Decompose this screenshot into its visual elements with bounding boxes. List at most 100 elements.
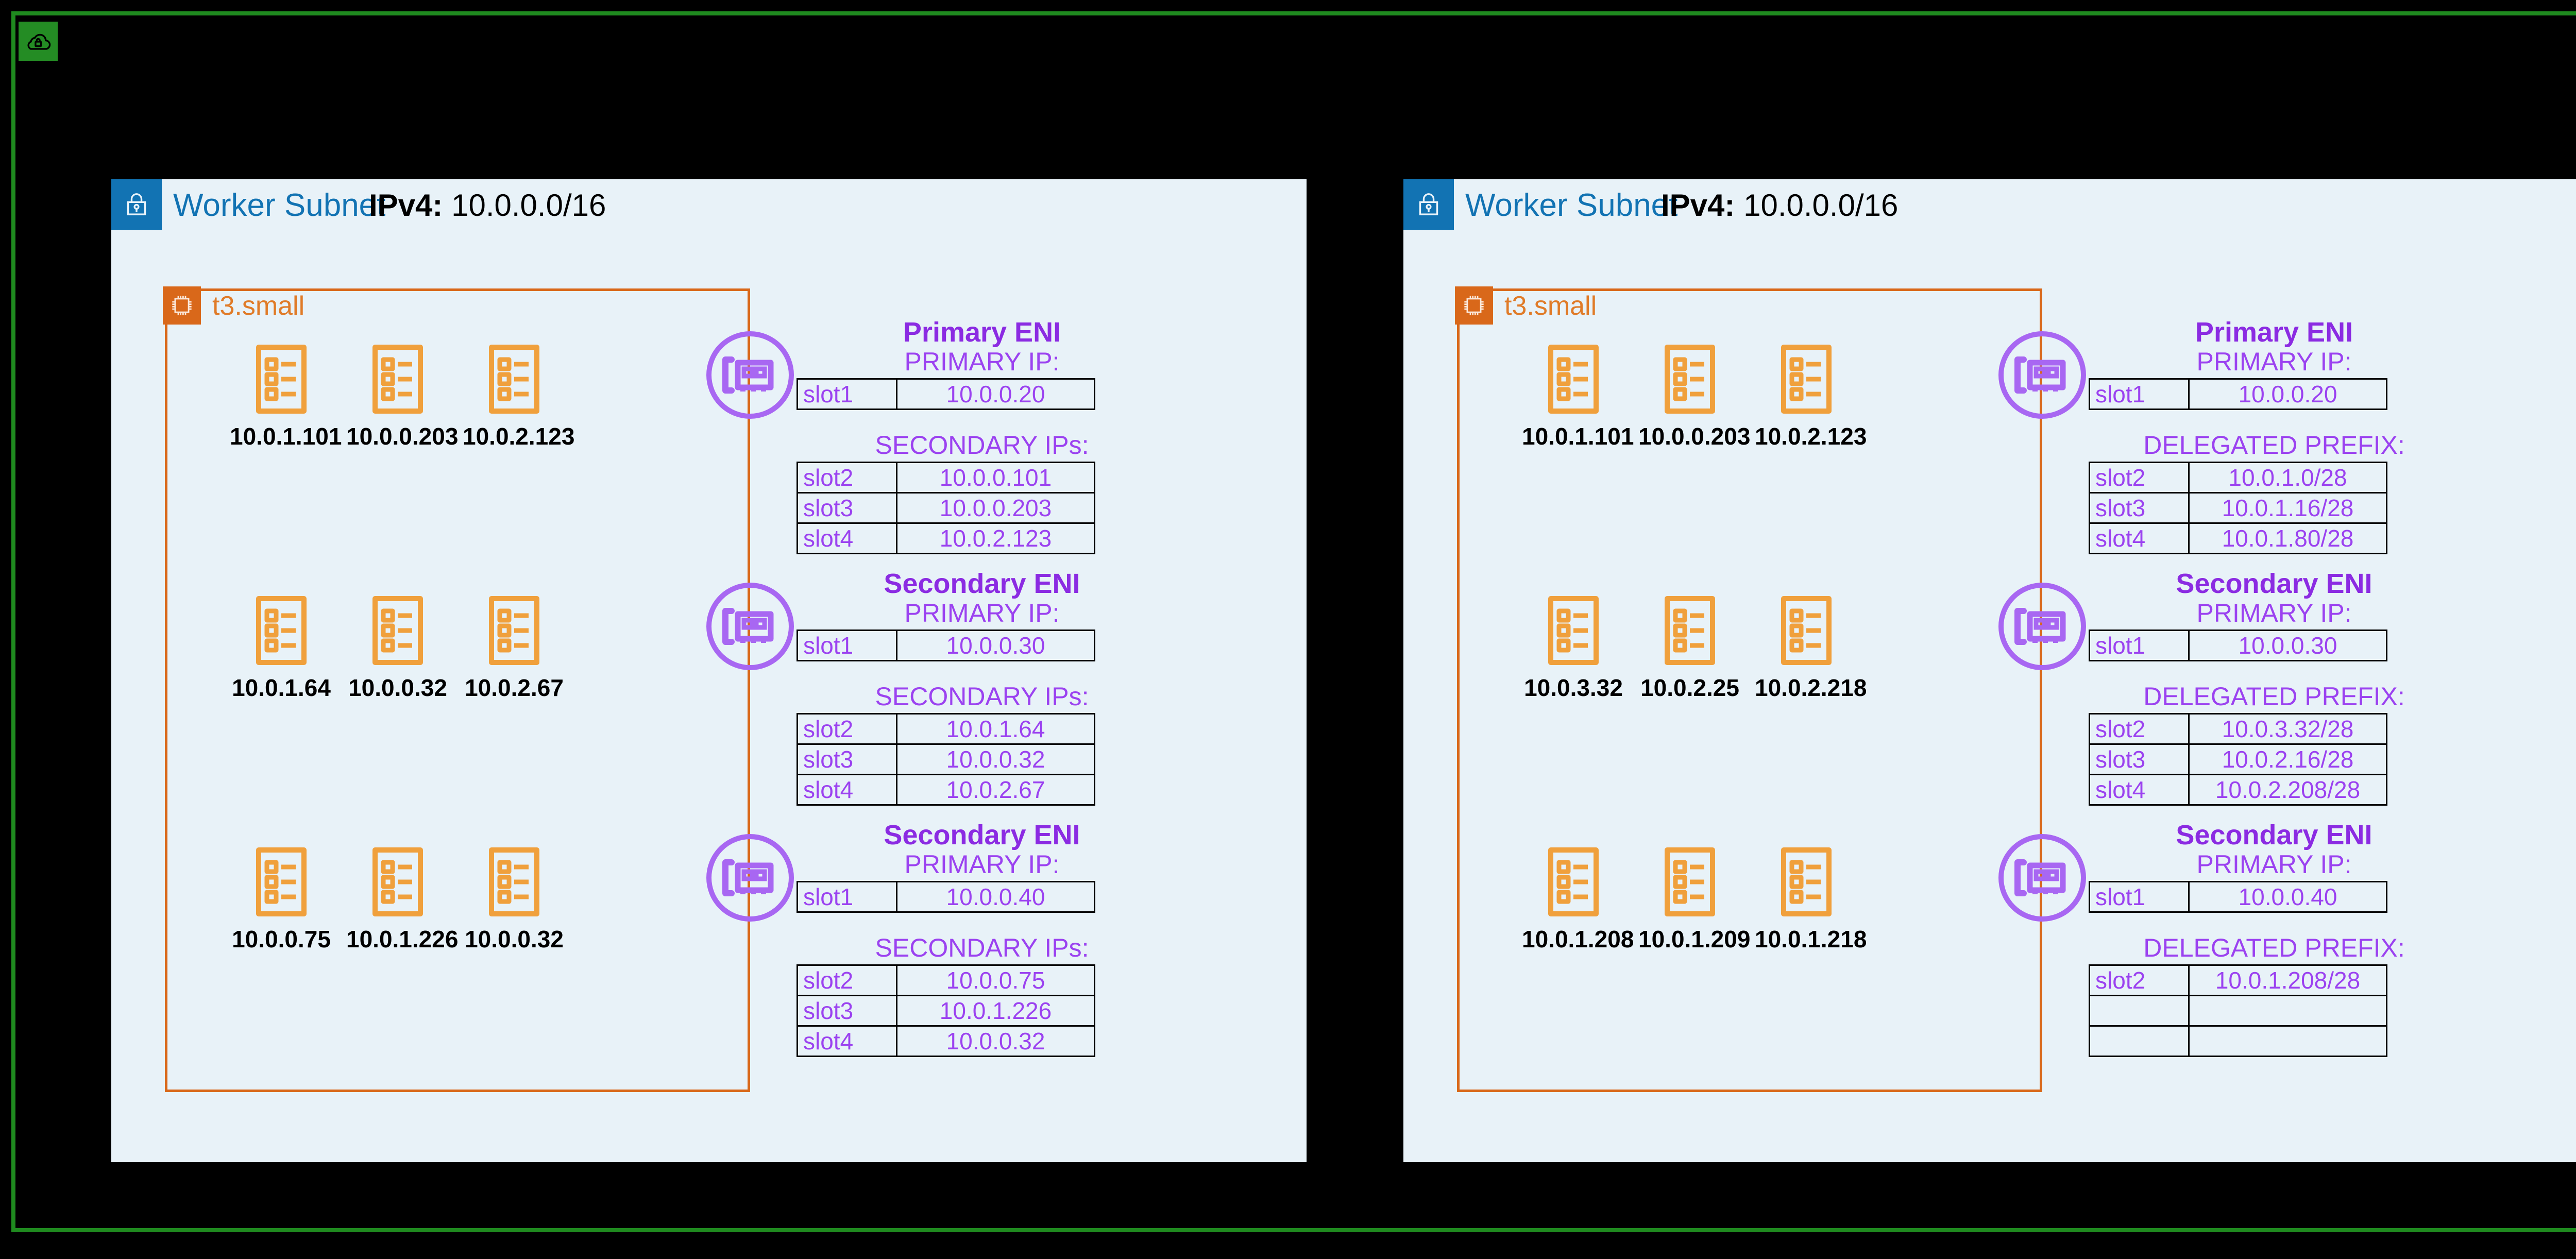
vpc-boundary [11,11,2576,1232]
slot-name-cell [2089,1025,2190,1057]
table-spacer [2089,661,2460,682]
slot-value-cell: 10.0.0.32 [896,1025,1095,1057]
slot-name-cell [2089,995,2190,1027]
slot-value-cell [2188,1025,2387,1057]
pod-list-icon [255,846,308,918]
table-row: slot2 10.0.0.101 [796,462,1095,494]
table-row: slot2 10.0.3.32/28 [2089,713,2387,745]
pod-ip-label: 10.0.0.75 [232,926,331,952]
slot-value-cell: 10.0.3.32/28 [2188,713,2387,745]
pod-list-icon [1663,594,1717,667]
pod: 10.0.0.32 [346,594,449,702]
pod: 10.0.2.67 [463,594,566,702]
eni-title: Secondary ENI [2176,568,2372,599]
slot-name-cell: slot3 [2089,492,2190,524]
pod: 10.0.2.123 [463,343,574,450]
slot-name-cell: slot4 [796,522,897,554]
table-row [2089,1025,2387,1057]
table-spacer [2089,913,2460,933]
secondary-ip-heading: DELEGATED PREFIX: [2143,933,2405,962]
table-spacer [796,913,1167,933]
eni-title: Primary ENI [903,317,1061,348]
pod-list-icon [371,846,425,918]
pod-ip-label: 10.0.1.64 [232,674,331,701]
eni-info-block: Secondary ENI PRIMARY IP: slot1 10.0.0.30 DE… [2089,569,2460,806]
slot-name-cell: slot1 [796,881,897,913]
subnet-cidr: IPv4: 10.0.0.0/16 [1661,189,1898,223]
secondary-ip-heading: DELEGATED PREFIX: [2143,431,2405,460]
primary-ip-table: slot1 10.0.0.30 [796,630,1095,661]
slot-value-cell: 10.0.0.75 [896,964,1095,996]
slot-name-cell: slot2 [796,713,897,745]
secondary-ip-heading: DELEGATED PREFIX: [2143,682,2405,711]
table-row: slot4 10.0.0.32 [796,1025,1095,1057]
network-interface-icon [1996,329,2089,421]
slot-value-cell: 10.0.2.16/28 [2188,743,2387,775]
network-interface-icon [704,329,796,421]
pod: 10.0.1.208 [1522,846,1634,953]
pod: 10.0.2.218 [1755,594,1867,702]
slot-value-cell: 10.0.1.16/28 [2188,492,2387,524]
secondary-ip-table: slot2 10.0.3.32/28 slot3 10.0.2.16/28 slot4 1… [2089,713,2387,806]
slot-value-cell [2188,995,2387,1027]
pod-list-icon [1663,846,1717,918]
vpc-cloud-lock-icon [19,22,58,61]
pod-list-icon [1547,594,1600,667]
primary-ip-heading: PRIMARY IP: [2196,347,2352,376]
pod-ip-label: 10.0.2.25 [1640,674,1739,701]
table-row: slot3 10.0.0.32 [796,743,1095,775]
primary-ip-table: slot1 10.0.0.20 [796,378,1095,410]
primary-ip-table: slot1 10.0.0.20 [2089,378,2387,410]
slot-name-cell: slot4 [796,1025,897,1057]
primary-ip-heading: PRIMARY IP: [904,599,1060,627]
slot-name-cell: slot4 [2089,774,2190,806]
table-row: slot2 10.0.1.208/28 [2089,964,2387,996]
pod-ip-label: 10.0.2.67 [465,674,564,701]
table-spacer [796,661,1167,682]
eni-info-block: Primary ENI PRIMARY IP: slot1 10.0.0.20 DELE… [2089,317,2460,554]
pod-ip-label: 10.0.0.203 [1638,423,1751,450]
pod: 10.0.2.25 [1638,594,1741,702]
eni-title: Primary ENI [2195,317,2353,348]
ec2-instance-boundary [1457,288,2042,1092]
slot-value-cell: 10.0.1.226 [896,995,1095,1027]
slot-value-cell: 10.0.0.20 [896,378,1095,410]
eni-info-block: Secondary ENI PRIMARY IP: slot1 10.0.0.30 SE… [796,569,1167,806]
slot-name-cell: slot2 [796,462,897,494]
instance-type-label: t3.small [1504,291,1597,321]
table-row: slot2 10.0.1.0/28 [2089,462,2387,494]
subnet-cidr: IPv4: 10.0.0.0/16 [369,189,606,223]
slot-value-cell: 10.0.0.32 [896,743,1095,775]
pod-ip-label: 10.0.1.209 [1638,926,1751,952]
pod-list-icon [1663,343,1717,415]
primary-ip-heading: PRIMARY IP: [904,850,1060,879]
subnet-title: Worker Subnet [1465,188,1678,223]
slot-name-cell: slot1 [796,378,897,410]
subnet-lock-icon [1403,179,1454,230]
table-row: slot1 10.0.0.40 [2089,881,2387,913]
pod-list-icon [1780,846,1833,918]
slot-name-cell: slot1 [2089,630,2190,661]
slot-value-cell: 10.0.2.123 [896,522,1095,554]
ec2-instance-chip-icon [1455,286,1493,325]
slot-name-cell: slot3 [796,743,897,775]
pod-list-icon [1547,343,1600,415]
pod-ip-label: 10.0.0.32 [348,674,447,701]
eni-title: Secondary ENI [884,820,1080,850]
slot-value-cell: 10.0.1.64 [896,713,1095,745]
eni-title: Secondary ENI [884,568,1080,599]
table-row: slot3 10.0.1.16/28 [2089,492,2387,524]
table-row: slot1 10.0.0.40 [796,881,1095,913]
primary-ip-table: slot1 10.0.0.40 [796,881,1095,913]
slot-name-cell: slot1 [2089,881,2190,913]
primary-ip-heading: PRIMARY IP: [2196,850,2352,879]
table-row: slot1 10.0.0.30 [796,630,1095,661]
eni-info-block: Primary ENI PRIMARY IP: slot1 10.0.0.20 SECO… [796,317,1167,554]
pod-ip-label: 10.0.3.32 [1524,674,1623,701]
pod: 10.0.0.75 [230,846,333,953]
pod-list-icon [371,343,425,415]
primary-ip-table: slot1 10.0.0.40 [2089,881,2387,913]
ec2-instance-boundary [165,288,750,1092]
table-row: slot4 10.0.2.67 [796,774,1095,806]
